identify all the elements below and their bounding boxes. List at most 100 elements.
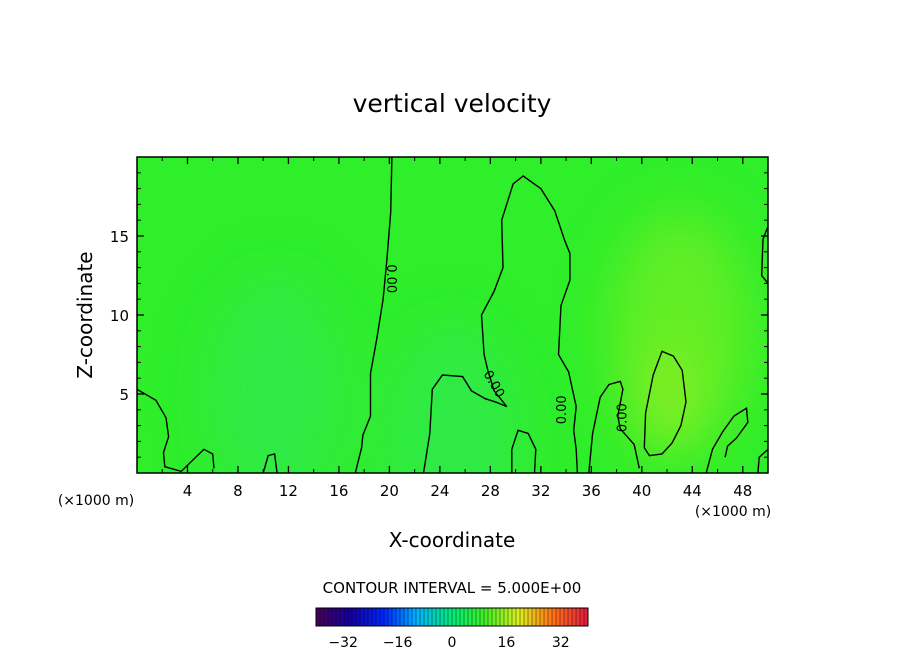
colorbar-cell: [367, 607, 373, 627]
zero-contour-line: [354, 157, 393, 473]
x-tick-label: 36: [582, 482, 601, 500]
zero-contour-line: [643, 350, 687, 457]
colorbar-tick-label: 16: [497, 635, 515, 651]
colorbar-cell: [323, 607, 329, 627]
colorbar-cell: [359, 607, 365, 627]
contour-label: 0.00: [616, 403, 631, 432]
colorbar-cell: [487, 607, 493, 627]
y-axis-ticks: 5 10 15: [110, 172, 768, 458]
colorbar-cell: [551, 607, 557, 627]
y-axis-label: Z-coordinate: [73, 251, 97, 378]
colorbar-cell: [419, 607, 425, 627]
colorbar-cell: [339, 607, 345, 627]
colorbar-cell: [363, 607, 369, 627]
colorbar-cell: [335, 607, 341, 627]
colorbar-cell: [391, 607, 397, 627]
x-tick-label: 44: [683, 482, 702, 500]
x-tick-label: 48: [733, 482, 752, 500]
colorbar-cell: [351, 607, 357, 627]
colorbar-cell: [543, 607, 549, 627]
colorbar-cell: [539, 607, 545, 627]
colorbar-cell: [567, 607, 573, 627]
colorbar-cell: [535, 607, 541, 627]
colorbar-cell: [475, 607, 481, 627]
x-tick-label: 40: [632, 482, 651, 500]
zero-contour-line: [760, 226, 768, 284]
colorbar-cell: [483, 607, 489, 627]
colorbar-frame: [315, 607, 589, 627]
field-updraft: [609, 210, 750, 451]
x-tick-label: 16: [329, 482, 348, 500]
colorbar-cell: [319, 607, 325, 627]
colorbar-cell: [331, 607, 337, 627]
chart-title: vertical velocity: [353, 89, 552, 118]
x-axis-label: X-coordinate: [389, 528, 516, 552]
colorbar-cell: [379, 607, 385, 627]
colorbar-cell: [511, 607, 517, 627]
colorbar-cell: [435, 607, 441, 627]
colorbar-cell: [523, 607, 529, 627]
colorbar-cell: [347, 607, 353, 627]
x-tick-label: 12: [279, 482, 298, 500]
colorbar-cell: [555, 607, 561, 627]
colorbar-cell: [559, 607, 565, 627]
colorbar-cell: [471, 607, 477, 627]
colorbar-cell: [467, 607, 473, 627]
colorbar-cell: [571, 607, 577, 627]
colorbar-cell: [563, 607, 569, 627]
colorbar-ticks: −32 −16 0 16 32: [328, 635, 569, 651]
colorbar-tick-label: −32: [328, 635, 358, 651]
x-tick-label: 28: [481, 482, 500, 500]
colorbar-cell: [531, 607, 537, 627]
velocity-field: [137, 157, 768, 473]
y-tick-label: 15: [110, 228, 129, 246]
zero-contour-line: [262, 453, 278, 473]
colorbar-cell: [491, 607, 497, 627]
colorbar-tick-label: −16: [383, 635, 413, 651]
colorbar-cell: [343, 607, 349, 627]
x-axis-ticks: 4 8 12 16 20 24 28 32 36 40 44 48: [161, 157, 752, 500]
colorbar-cell: [375, 607, 381, 627]
colorbar-cell: [579, 607, 585, 627]
x-tick-label: 8: [233, 482, 243, 500]
zero-contour-line: [588, 380, 640, 473]
colorbar-cell: [575, 607, 581, 627]
colorbar-cell: [455, 607, 461, 627]
colorbar-cell: [495, 607, 501, 627]
colorbar-cell: [387, 607, 393, 627]
field-downdraft: [205, 274, 346, 473]
colorbar-cell: [395, 607, 401, 627]
colorbar-cell: [415, 607, 421, 627]
zero-contour-line: [511, 429, 537, 473]
colorbar-cell: [407, 607, 413, 627]
y-tick-label: 10: [110, 307, 129, 325]
colorbar-cell: [371, 607, 377, 627]
colorbar-cell: [479, 607, 485, 627]
x-tick-label: 24: [430, 482, 449, 500]
colorbar-tick-label: 0: [448, 635, 457, 651]
colorbar-cell: [451, 607, 457, 627]
zero-contour-line: [757, 448, 768, 473]
x-tick-label: 20: [380, 482, 399, 500]
colorbar-tick-label: 32: [552, 635, 570, 651]
colorbar-cell: [499, 607, 505, 627]
contour-interval-label: CONTOUR INTERVAL = 5.000E+00: [323, 579, 582, 597]
colorbar-cell: [423, 607, 429, 627]
field-features: [205, 210, 750, 473]
colorbar-cell: [507, 607, 513, 627]
zero-contour-line: [137, 388, 215, 473]
y-tick-label: 5: [119, 386, 129, 404]
colorbar-cell: [383, 607, 389, 627]
colorbar-cell: [503, 607, 509, 627]
zero-contours: [137, 157, 768, 473]
x-unit-right: (×1000 m): [695, 504, 771, 520]
x-tick-label: 4: [183, 482, 193, 500]
colorbar-cell: [515, 607, 521, 627]
colorbar-cell: [431, 607, 437, 627]
colorbar-cell: [463, 607, 469, 627]
colorbar-cell: [443, 607, 449, 627]
zero-contour-line: [422, 175, 579, 473]
colorbar: [315, 607, 589, 627]
